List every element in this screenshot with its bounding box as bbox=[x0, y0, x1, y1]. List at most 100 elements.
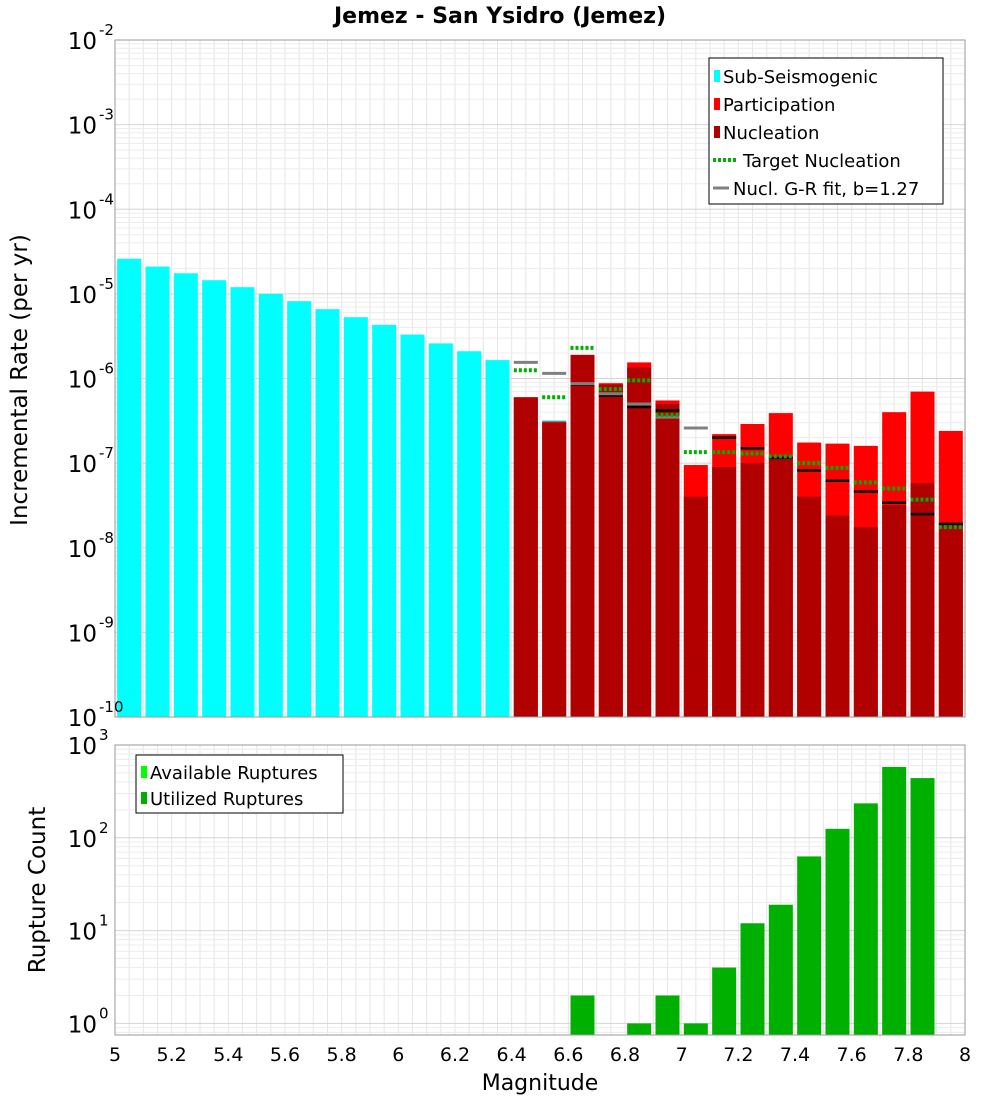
subseismogenic-bar bbox=[117, 258, 142, 717]
y-tick-exponent: -8 bbox=[99, 529, 114, 547]
x-axis-label: Magnitude bbox=[482, 1071, 599, 1096]
legend-swatch bbox=[714, 126, 720, 138]
bottom-bars bbox=[570, 766, 935, 1035]
nucleation-bar bbox=[683, 496, 708, 717]
bottom-y-axis-label: Rupture Count bbox=[25, 807, 51, 973]
bottom-plot-frame bbox=[114, 744, 966, 1036]
x-tick-label: 5.6 bbox=[270, 1044, 300, 1066]
y-tick-exponent: 0 bbox=[99, 1004, 109, 1022]
nucleation-bar bbox=[910, 483, 935, 717]
nucleation-bar bbox=[712, 466, 737, 717]
x-tick-label: 6.8 bbox=[610, 1044, 640, 1066]
y-tick-label: 10 bbox=[68, 198, 97, 224]
nucleation-bar bbox=[542, 422, 567, 717]
subseismogenic-bar bbox=[343, 317, 368, 717]
nucleation-bar bbox=[655, 403, 680, 717]
utilized-ruptures-bar bbox=[768, 904, 793, 1035]
y-tick-exponent: 2 bbox=[99, 819, 109, 837]
x-tick-label: 5.8 bbox=[327, 1044, 357, 1066]
subseismogenic-bar bbox=[315, 309, 340, 717]
bottom-legend-box bbox=[135, 754, 344, 814]
x-tick-labels: 5 5.2 5.4 5.6 5.8 6 6.2 6.4 6.6 6.8 7 7.2 7.4 7.6 7.8 8 bbox=[109, 1044, 971, 1066]
legend-swatch bbox=[141, 792, 147, 804]
y-tick-label: 10 bbox=[68, 114, 97, 140]
bottom-legend: Available Ruptures Utilized Ruptures bbox=[135, 754, 344, 814]
y-tick-exponent: -6 bbox=[99, 360, 114, 378]
subseismogenic-bar bbox=[287, 301, 312, 717]
x-tick-label: 6 bbox=[392, 1044, 404, 1066]
nucleation-bar bbox=[740, 463, 765, 717]
legend-swatch bbox=[141, 766, 147, 778]
nucleation-bar bbox=[513, 397, 538, 717]
subseismogenic-bar bbox=[428, 343, 453, 717]
legend-label: Utilized Ruptures bbox=[150, 789, 303, 810]
y-tick-label: 10 bbox=[68, 537, 97, 563]
subseismogenic-bar bbox=[173, 273, 198, 717]
utilized-ruptures-bar bbox=[797, 856, 822, 1035]
y-tick-label: 10 bbox=[68, 368, 97, 394]
utilized-ruptures-bar bbox=[627, 1023, 652, 1035]
subseismogenic-bar bbox=[372, 324, 397, 717]
y-tick-label: 10 bbox=[68, 827, 97, 853]
x-tick-label: 6.6 bbox=[553, 1044, 583, 1066]
top-line-markers bbox=[513, 345, 963, 530]
x-tick-label: 7.2 bbox=[723, 1044, 753, 1066]
y-tick-exponent: 3 bbox=[99, 726, 109, 744]
nucleation-bar bbox=[598, 384, 623, 717]
top-y-axis-label: Incremental Rate (per yr) bbox=[7, 234, 33, 526]
y-tick-label: 10 bbox=[68, 1012, 97, 1038]
x-tick-label: 7.4 bbox=[780, 1044, 810, 1066]
utilized-ruptures-bar bbox=[882, 766, 907, 1035]
y-tick-exponent: -10 bbox=[99, 698, 124, 716]
nucleation-bar bbox=[768, 459, 793, 717]
y-tick-label: 10 bbox=[68, 706, 97, 732]
y-tick-label: 10 bbox=[68, 29, 97, 55]
nucleation-bar bbox=[627, 367, 652, 717]
utilized-ruptures-bar bbox=[655, 995, 680, 1035]
utilized-ruptures-bar bbox=[712, 967, 737, 1035]
utilized-ruptures-bar bbox=[570, 995, 595, 1035]
subseismogenic-bar bbox=[230, 287, 255, 717]
legend-label: Participation bbox=[723, 95, 835, 116]
chart-title: Jemez - San Ysidro (Jemez) bbox=[332, 4, 666, 29]
subseismogenic-bar bbox=[145, 266, 170, 717]
nucleation-bar bbox=[797, 496, 822, 717]
y-tick-exponent: -4 bbox=[99, 190, 114, 208]
utilized-ruptures-bar bbox=[910, 778, 935, 1035]
nucleation-bar bbox=[853, 527, 878, 717]
legend-swatch bbox=[714, 98, 720, 110]
subseismogenic-bar bbox=[258, 293, 283, 717]
x-tick-label: 7 bbox=[676, 1044, 688, 1066]
legend-label: Nucl. G-R fit, b=1.27 bbox=[733, 179, 919, 200]
utilized-ruptures-bar bbox=[683, 1023, 708, 1035]
subseismogenic-bar bbox=[485, 360, 510, 717]
legend-label: Sub-Seismogenic bbox=[723, 67, 878, 88]
x-tick-label: 5.4 bbox=[213, 1044, 243, 1066]
top-bars bbox=[117, 258, 963, 717]
y-tick-label: 10 bbox=[68, 734, 97, 760]
legend-label: Available Ruptures bbox=[150, 763, 318, 784]
y-tick-exponent: -5 bbox=[99, 275, 114, 293]
y-tick-exponent: -2 bbox=[99, 21, 114, 39]
x-tick-label: 5.2 bbox=[157, 1044, 187, 1066]
x-tick-label: 6.2 bbox=[440, 1044, 470, 1066]
x-tick-label: 7.8 bbox=[893, 1044, 923, 1066]
subseismogenic-bar bbox=[457, 351, 482, 717]
top-legend-box bbox=[708, 57, 944, 205]
utilized-ruptures-bar bbox=[740, 923, 765, 1035]
x-tick-label: 5 bbox=[109, 1044, 121, 1066]
subseismogenic-bar bbox=[400, 334, 425, 717]
y-tick-exponent: -7 bbox=[99, 444, 114, 462]
x-tick-label: 8 bbox=[959, 1044, 971, 1066]
nucleation-bar bbox=[570, 354, 595, 717]
y-tick-label: 10 bbox=[68, 621, 97, 647]
y-tick-label: 10 bbox=[68, 920, 97, 946]
legend-label: Nucleation bbox=[723, 123, 819, 144]
y-tick-exponent: -3 bbox=[99, 106, 114, 124]
nucleation-bar bbox=[825, 515, 850, 717]
top-legend: Sub-Seismogenic Participation Nucleation Ta… bbox=[708, 57, 944, 205]
